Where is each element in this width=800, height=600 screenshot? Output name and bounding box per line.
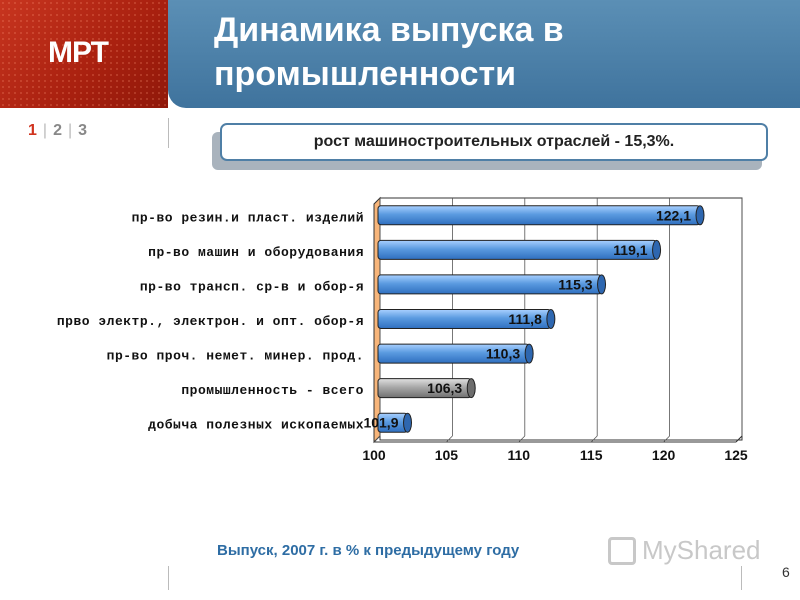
page-number: 6 xyxy=(782,564,790,580)
bar-end-cap xyxy=(597,274,607,295)
title-bar: Динамика выпуска в промышленности xyxy=(168,0,800,108)
bar-end-cap xyxy=(524,343,534,364)
logo: МРТ xyxy=(0,0,168,108)
x-tick-label: 125 xyxy=(724,447,748,463)
data-label: 111,8 xyxy=(508,311,542,327)
highlight-banner: рост машиностроительных отраслей - 15,3%… xyxy=(220,123,768,161)
page-title-line-2: промышленности xyxy=(214,55,517,93)
bar-chart: 100 105 110 115 120 125 122,1 пр-во резин.и пла… xyxy=(57,196,748,463)
category-label: пр-во трансп. ср-в и обор-я xyxy=(140,279,364,294)
bar-end-cap xyxy=(466,378,476,399)
data-label: 119,1 xyxy=(613,242,647,258)
bar-end-cap xyxy=(695,205,705,226)
category-label: пр-во резин.и пласт. изделий xyxy=(132,210,364,225)
gridline xyxy=(518,435,526,443)
watermark: MyShared xyxy=(608,535,761,566)
logo-text: МРТ xyxy=(48,36,109,69)
slide-pager: 1 | 2 | 3 xyxy=(28,122,87,140)
category-label: прво электр., электрон. и опт. обор-я xyxy=(57,314,364,329)
bar-end-cap xyxy=(652,239,662,260)
bar-end-cap xyxy=(546,309,556,329)
data-label: 122,1 xyxy=(656,207,691,223)
header: МРТ Динамика выпуска в промышленности xyxy=(0,0,800,108)
pager-separator: | xyxy=(67,122,73,139)
presentation-icon xyxy=(608,536,636,565)
x-tick-label: 100 xyxy=(362,447,386,463)
data-label: 110,3 xyxy=(486,346,520,362)
gridline xyxy=(446,435,453,443)
category-label: пр-во проч. немет. минер. прод. xyxy=(107,349,364,364)
divider xyxy=(741,566,742,590)
pager-item-2[interactable]: 2 xyxy=(53,122,62,139)
x-axis-line xyxy=(735,435,743,443)
gridline xyxy=(373,435,381,443)
category-label: промышленность - всего xyxy=(181,383,364,398)
bar-end-cap xyxy=(403,412,413,433)
x-tick-label: 110 xyxy=(508,447,531,463)
data-label: 106,3 xyxy=(427,380,462,396)
divider xyxy=(168,566,169,590)
chart-caption: Выпуск, 2007 г. в % к предыдущему году xyxy=(217,542,520,559)
pager-item-3[interactable]: 3 xyxy=(78,122,88,139)
category-label: добыча полезных ископаемых xyxy=(148,418,364,433)
gridline xyxy=(590,435,598,443)
bar xyxy=(377,205,701,226)
divider xyxy=(168,118,169,148)
page-title-line-1: Динамика выпуска в xyxy=(214,11,564,49)
gridline xyxy=(663,435,670,443)
watermark-text: MyShared xyxy=(642,535,761,565)
pager-item-1[interactable]: 1 xyxy=(28,122,37,139)
x-tick-label: 115 xyxy=(580,447,603,463)
data-label: 101,9 xyxy=(363,415,398,431)
page-title: Динамика выпуска в промышленности xyxy=(214,8,774,96)
x-tick-label: 105 xyxy=(435,447,459,463)
category-label: пр-во машин и оборудования xyxy=(148,245,364,260)
pager-separator: | xyxy=(42,122,48,139)
x-tick-label: 120 xyxy=(652,447,676,463)
data-label: 115,3 xyxy=(558,276,592,292)
